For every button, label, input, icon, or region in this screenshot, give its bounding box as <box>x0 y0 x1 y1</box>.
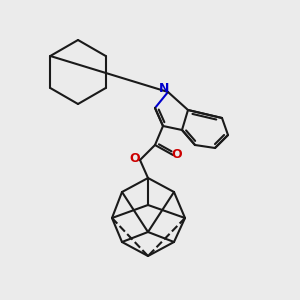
Text: O: O <box>130 152 140 166</box>
Text: O: O <box>172 148 182 161</box>
Text: N: N <box>159 82 169 95</box>
